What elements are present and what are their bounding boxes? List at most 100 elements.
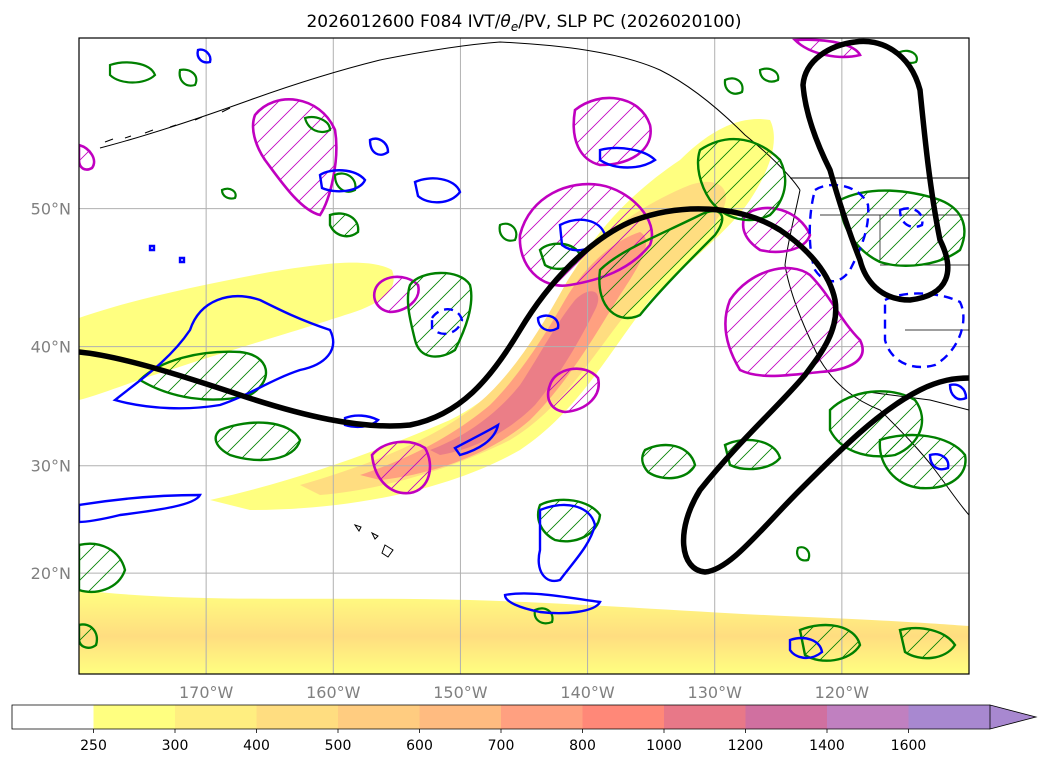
colorbar-label: 800 [569, 738, 596, 754]
colorbar-segment [338, 705, 420, 729]
lat-tick-label: 30°N [31, 457, 71, 476]
blue-contour [788, 636, 824, 660]
lon-tick-label: 120°W [815, 683, 870, 702]
green-contour [79, 542, 127, 593]
slp-contour-ridge [800, 38, 951, 303]
magenta-contour [370, 440, 432, 495]
colorbar-segment [175, 705, 257, 729]
magenta-contour [724, 266, 864, 378]
blue-contour [368, 137, 390, 156]
blue-contour [148, 244, 186, 264]
lat-tick-label: 40°N [31, 338, 71, 357]
blue-contour [112, 295, 335, 410]
colorbar-label: 500 [325, 738, 352, 754]
chart-title: 2026012600 F084 IVT/θe/PV, SLP PC (20260… [306, 12, 741, 34]
colorbar-label: 1200 [728, 738, 764, 754]
lon-tick-label: 150°W [433, 683, 488, 702]
blue-contour [598, 146, 657, 169]
green-contour [598, 209, 724, 320]
blue-contour [343, 414, 381, 429]
magenta-contour [251, 98, 338, 217]
green-contour [498, 222, 518, 242]
blue-contour [413, 177, 462, 204]
blue-contour [536, 314, 560, 332]
lat-tick-label: 50°N [31, 200, 71, 219]
slp-contours [79, 38, 969, 575]
blue-contour [948, 383, 968, 401]
longitude-labels: 170°W 160°W 150°W 140°W 130°W 120°W [179, 683, 869, 702]
colorbar-segment [908, 705, 991, 729]
blue-contour [318, 169, 367, 193]
green-contour [798, 623, 862, 662]
ivt-river-core [430, 291, 599, 455]
green-contour [79, 623, 99, 649]
green-contour [878, 433, 967, 490]
lon-tick-label: 140°W [560, 683, 615, 702]
green-contour [723, 77, 744, 95]
theta-e-contours [108, 49, 918, 625]
pv-contours [79, 48, 968, 660]
green-contour [898, 626, 957, 660]
blue-contour [79, 493, 202, 524]
green-contour [640, 443, 697, 480]
map-frame [78, 37, 970, 675]
magenta-contour [79, 143, 96, 171]
green-contour [138, 350, 268, 401]
colorbar-label: 1000 [646, 738, 682, 754]
lon-tick-label: 130°W [688, 683, 743, 702]
colorbar-label: 250 [80, 738, 107, 754]
blue-dashed-contour [898, 207, 924, 229]
colorbar-segment [827, 705, 909, 729]
green-contour [696, 137, 787, 222]
lon-tick-label: 170°W [179, 683, 234, 702]
coastline-hawaii [353, 524, 394, 558]
blue-contour [537, 503, 597, 583]
coastline-aleutians [104, 107, 231, 143]
colorbar-label: 400 [243, 738, 270, 754]
colorbar-label: 300 [162, 738, 189, 754]
green-contour [178, 68, 198, 87]
lon-tick-label: 160°W [306, 683, 361, 702]
lat-tick-label: 20°N [31, 564, 71, 583]
green-contour [214, 421, 302, 462]
colorbar-segment [745, 705, 828, 729]
blue-contour [928, 453, 950, 471]
ivt-band-subtropical [79, 590, 969, 674]
blue-contour [503, 592, 602, 615]
colorbar-segment [256, 705, 339, 729]
pv-contours-dashed [430, 183, 965, 369]
blue-dashed-contour [430, 308, 464, 336]
blue-contour [196, 48, 212, 64]
coastline-alaska [99, 41, 801, 191]
colorbar-label: 1400 [809, 738, 845, 754]
colorbar-segment [582, 705, 665, 729]
colorbar-segment [419, 705, 502, 729]
colorbar-label: 1600 [891, 738, 927, 754]
colorbar-extend-arrow [989, 704, 1038, 730]
green-contour [303, 116, 332, 134]
colorbar-segment [664, 705, 746, 729]
colorbar-label: 600 [406, 738, 433, 754]
colorbar-segment [501, 705, 583, 729]
green-contour [406, 271, 473, 358]
green-contour [333, 172, 357, 193]
slp-contour-main [79, 206, 969, 575]
colorbar-segment [12, 705, 94, 729]
green-contour [758, 67, 780, 83]
green-contour [533, 607, 554, 625]
green-contour [328, 212, 360, 238]
latitude-labels: 20°N 30°N 40°N 50°N [31, 200, 71, 584]
magenta-contour [546, 367, 600, 414]
green-contour [796, 546, 811, 562]
blue-contour [453, 422, 500, 457]
magenta-contour [572, 96, 652, 167]
ivt-river-inner [360, 232, 647, 480]
colorbar-segment [93, 705, 176, 729]
green-contour [220, 187, 237, 200]
ivt-colorbar: 250 300 400 500 600 700 800 1000 1200 1400 1600 [11, 704, 1038, 754]
map-area [79, 38, 969, 674]
blue-dashed-contour [808, 183, 870, 283]
colorbar-label: 700 [488, 738, 515, 754]
green-contour [108, 61, 157, 84]
